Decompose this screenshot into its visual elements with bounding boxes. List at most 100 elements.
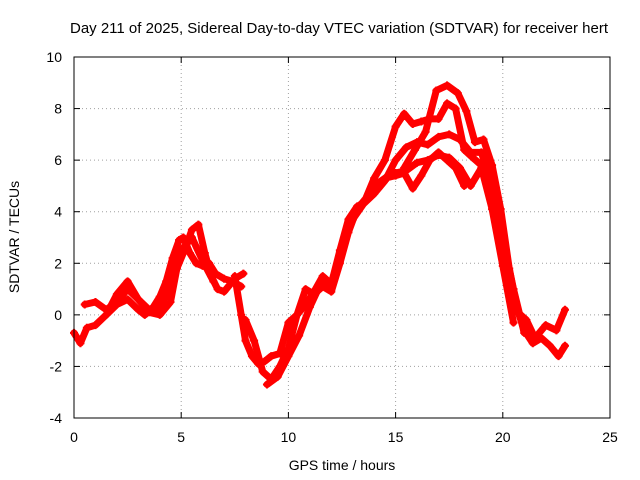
- data-point: [380, 156, 389, 165]
- y-tick-label: 2: [54, 255, 62, 271]
- data-point: [417, 117, 426, 126]
- data-point: [488, 205, 497, 214]
- data-point: [434, 150, 443, 159]
- axis-ticks: 0 5 10 15 20 25 -4 -2 0 2 4 6 8 10: [46, 49, 618, 445]
- data-point: [239, 269, 248, 278]
- x-tick-label: 10: [281, 429, 297, 445]
- y-tick-label: 0: [54, 307, 62, 323]
- data-point: [292, 310, 301, 319]
- data-point: [370, 174, 379, 183]
- data-point: [359, 199, 368, 208]
- data-point: [198, 256, 207, 265]
- data-point: [560, 341, 569, 350]
- x-tick-label: 5: [177, 429, 185, 445]
- data-point: [505, 264, 514, 273]
- data-point: [413, 158, 422, 167]
- data-point: [391, 169, 400, 178]
- data-point: [209, 277, 218, 286]
- data-point: [520, 328, 529, 337]
- data-point: [112, 290, 121, 299]
- data-point: [273, 372, 282, 381]
- data-point: [192, 259, 201, 268]
- data-point: [541, 321, 550, 330]
- data-point: [250, 336, 259, 345]
- data-point: [470, 138, 479, 147]
- data-point: [370, 189, 379, 198]
- data-series: [70, 81, 569, 389]
- chart-title: Day 211 of 2025, Sidereal Day-to-day VTE…: [70, 20, 609, 37]
- data-point: [123, 277, 132, 286]
- data-point: [76, 339, 85, 348]
- data-point: [123, 295, 132, 304]
- y-tick-label: 6: [54, 152, 62, 168]
- data-point: [477, 163, 486, 172]
- data-point: [220, 274, 229, 283]
- data-point: [391, 122, 400, 131]
- x-tick-label: 20: [495, 429, 511, 445]
- data-point: [295, 331, 304, 340]
- data-point: [479, 135, 488, 144]
- x-tick-label: 15: [388, 429, 404, 445]
- data-point: [284, 352, 293, 361]
- data-point: [91, 297, 100, 306]
- x-axis-label: GPS time / hours: [289, 457, 396, 473]
- data-point: [194, 220, 203, 229]
- x-tick-label: 25: [602, 429, 618, 445]
- data-point: [230, 272, 239, 281]
- data-point: [421, 127, 430, 136]
- data-point: [513, 308, 522, 317]
- y-tick-label: -4: [50, 410, 63, 426]
- data-point: [187, 225, 196, 234]
- data-point: [466, 148, 475, 157]
- data-point: [462, 107, 471, 116]
- data-point: [560, 305, 569, 314]
- data-point: [455, 163, 464, 172]
- series-trace-3: [102, 233, 218, 319]
- data-point: [455, 135, 464, 144]
- data-point: [423, 140, 432, 149]
- data-point: [134, 305, 143, 314]
- data-point: [175, 236, 184, 245]
- data-point: [82, 323, 91, 332]
- data-point: [80, 300, 89, 309]
- data-point: [488, 161, 497, 170]
- data-point: [434, 132, 443, 141]
- data-point: [408, 184, 417, 193]
- data-point: [509, 318, 518, 327]
- data-point: [402, 143, 411, 152]
- data-point: [466, 181, 475, 190]
- data-point: [187, 233, 196, 242]
- data-point: [134, 295, 143, 304]
- data-point: [327, 287, 336, 296]
- y-tick-label: 4: [54, 204, 62, 220]
- data-point: [400, 109, 409, 118]
- data-point: [445, 130, 454, 139]
- data-point: [91, 321, 100, 330]
- data-point: [166, 297, 175, 306]
- data-point: [166, 279, 175, 288]
- y-axis-label: SDTVAR / TECUs: [6, 181, 22, 293]
- data-point: [318, 272, 327, 281]
- series-line: [392, 151, 517, 327]
- data-point: [432, 86, 441, 95]
- data-point: [530, 334, 539, 343]
- data-point: [408, 120, 417, 129]
- x-tick-label: 0: [70, 429, 78, 445]
- data-point: [477, 148, 486, 157]
- data-point: [400, 163, 409, 172]
- data-point: [338, 243, 346, 252]
- data-point: [443, 99, 452, 108]
- data-point: [423, 156, 432, 165]
- data-point: [327, 279, 336, 288]
- data-point: [284, 318, 293, 327]
- data-point: [348, 215, 357, 224]
- data-point: [102, 310, 111, 319]
- data-point: [391, 156, 400, 165]
- data-point: [434, 114, 443, 123]
- data-point: [552, 326, 561, 335]
- data-point: [380, 176, 389, 185]
- data-point: [410, 145, 419, 154]
- data-point: [451, 104, 460, 113]
